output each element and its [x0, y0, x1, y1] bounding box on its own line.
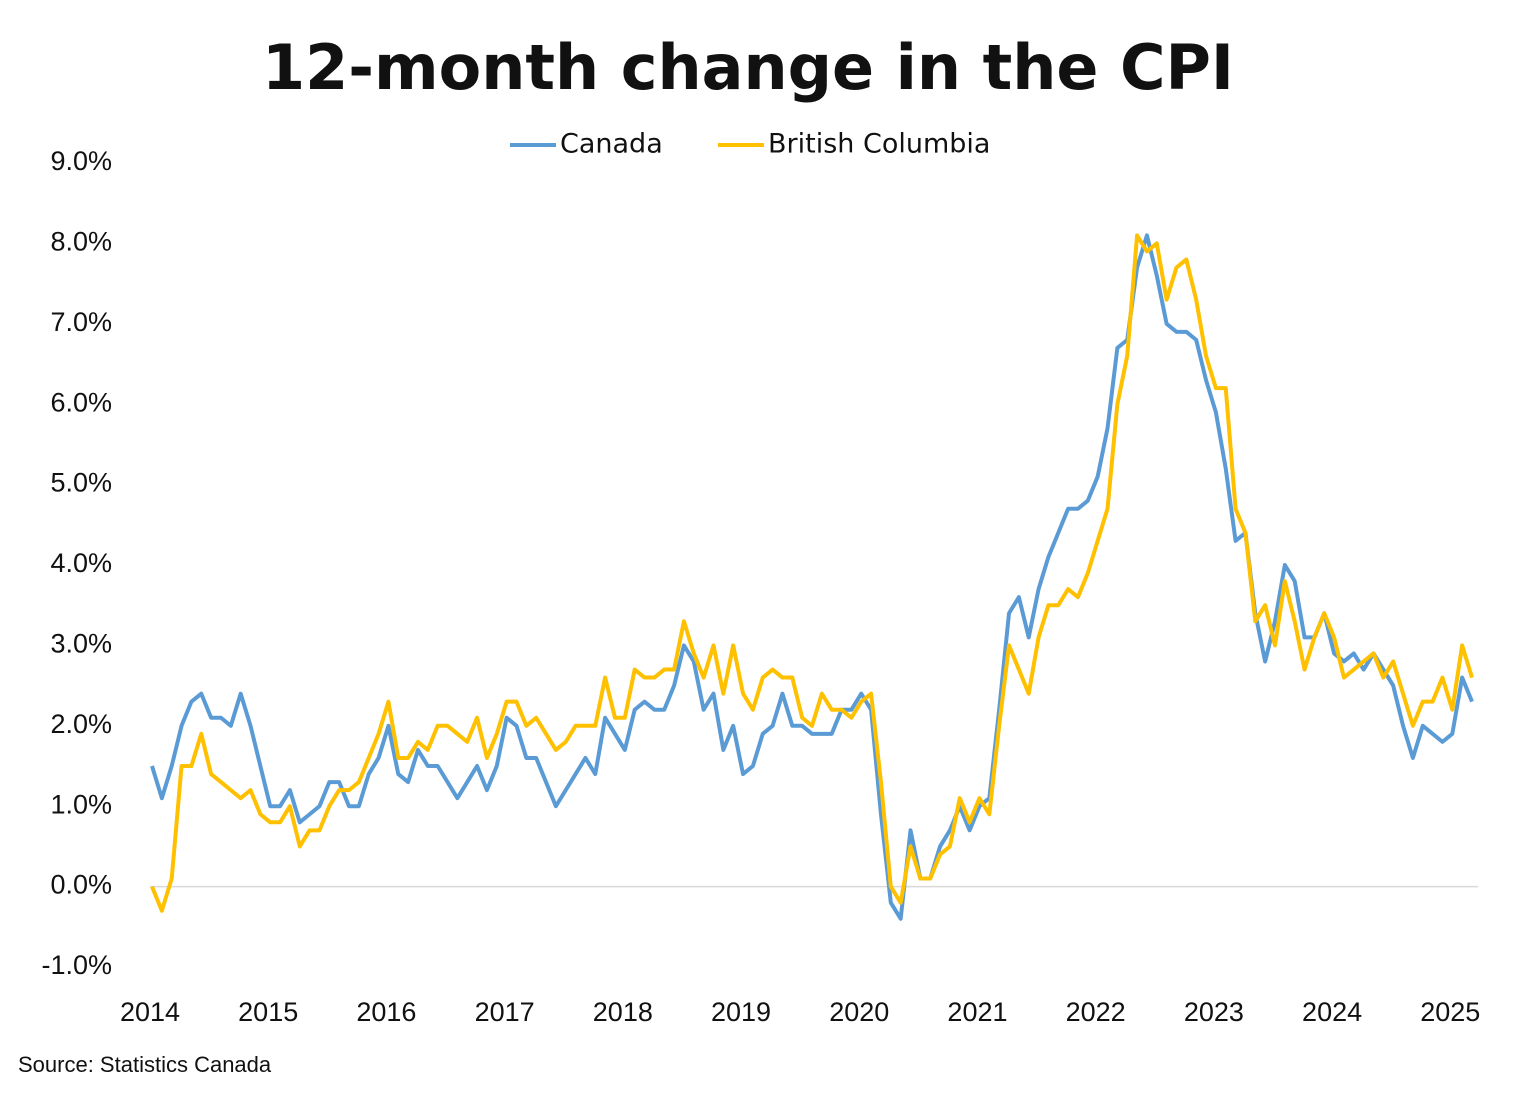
legend-label: British Columbia — [768, 129, 990, 160]
x-tick-label: 2020 — [829, 997, 889, 1027]
y-tick-label: 7.0% — [50, 307, 112, 337]
x-tick-label: 2021 — [947, 997, 1007, 1027]
x-tick-label: 2014 — [120, 997, 180, 1027]
chart-title: 12-month change in the CPI — [262, 31, 1234, 104]
legend-label: Canada — [560, 129, 663, 160]
x-tick-label: 2024 — [1302, 997, 1362, 1027]
y-tick-label: 3.0% — [50, 629, 112, 659]
y-tick-label: 0.0% — [50, 870, 112, 900]
x-tick-label: 2017 — [475, 997, 535, 1027]
x-tick-label: 2018 — [593, 997, 653, 1027]
y-tick-label: -1.0% — [41, 950, 112, 980]
x-tick-label: 2022 — [1066, 997, 1126, 1027]
y-tick-label: 2.0% — [50, 709, 112, 739]
x-tick-label: 2016 — [356, 997, 416, 1027]
x-tick-label: 2025 — [1420, 997, 1480, 1027]
source-note: Source: Statistics Canada — [18, 1052, 272, 1077]
y-tick-label: 6.0% — [50, 387, 112, 417]
y-tick-label: 8.0% — [50, 227, 112, 257]
x-tick-label: 2023 — [1184, 997, 1244, 1027]
x-tick-label: 2019 — [711, 997, 771, 1027]
series-line — [150, 233, 1474, 913]
y-tick-label: 5.0% — [50, 468, 112, 498]
series-line — [150, 233, 1474, 921]
y-tick-label: 4.0% — [50, 548, 112, 578]
y-tick-label: 1.0% — [50, 789, 112, 819]
x-tick-label: 2015 — [238, 997, 298, 1027]
y-tick-label: 9.0% — [50, 146, 112, 176]
